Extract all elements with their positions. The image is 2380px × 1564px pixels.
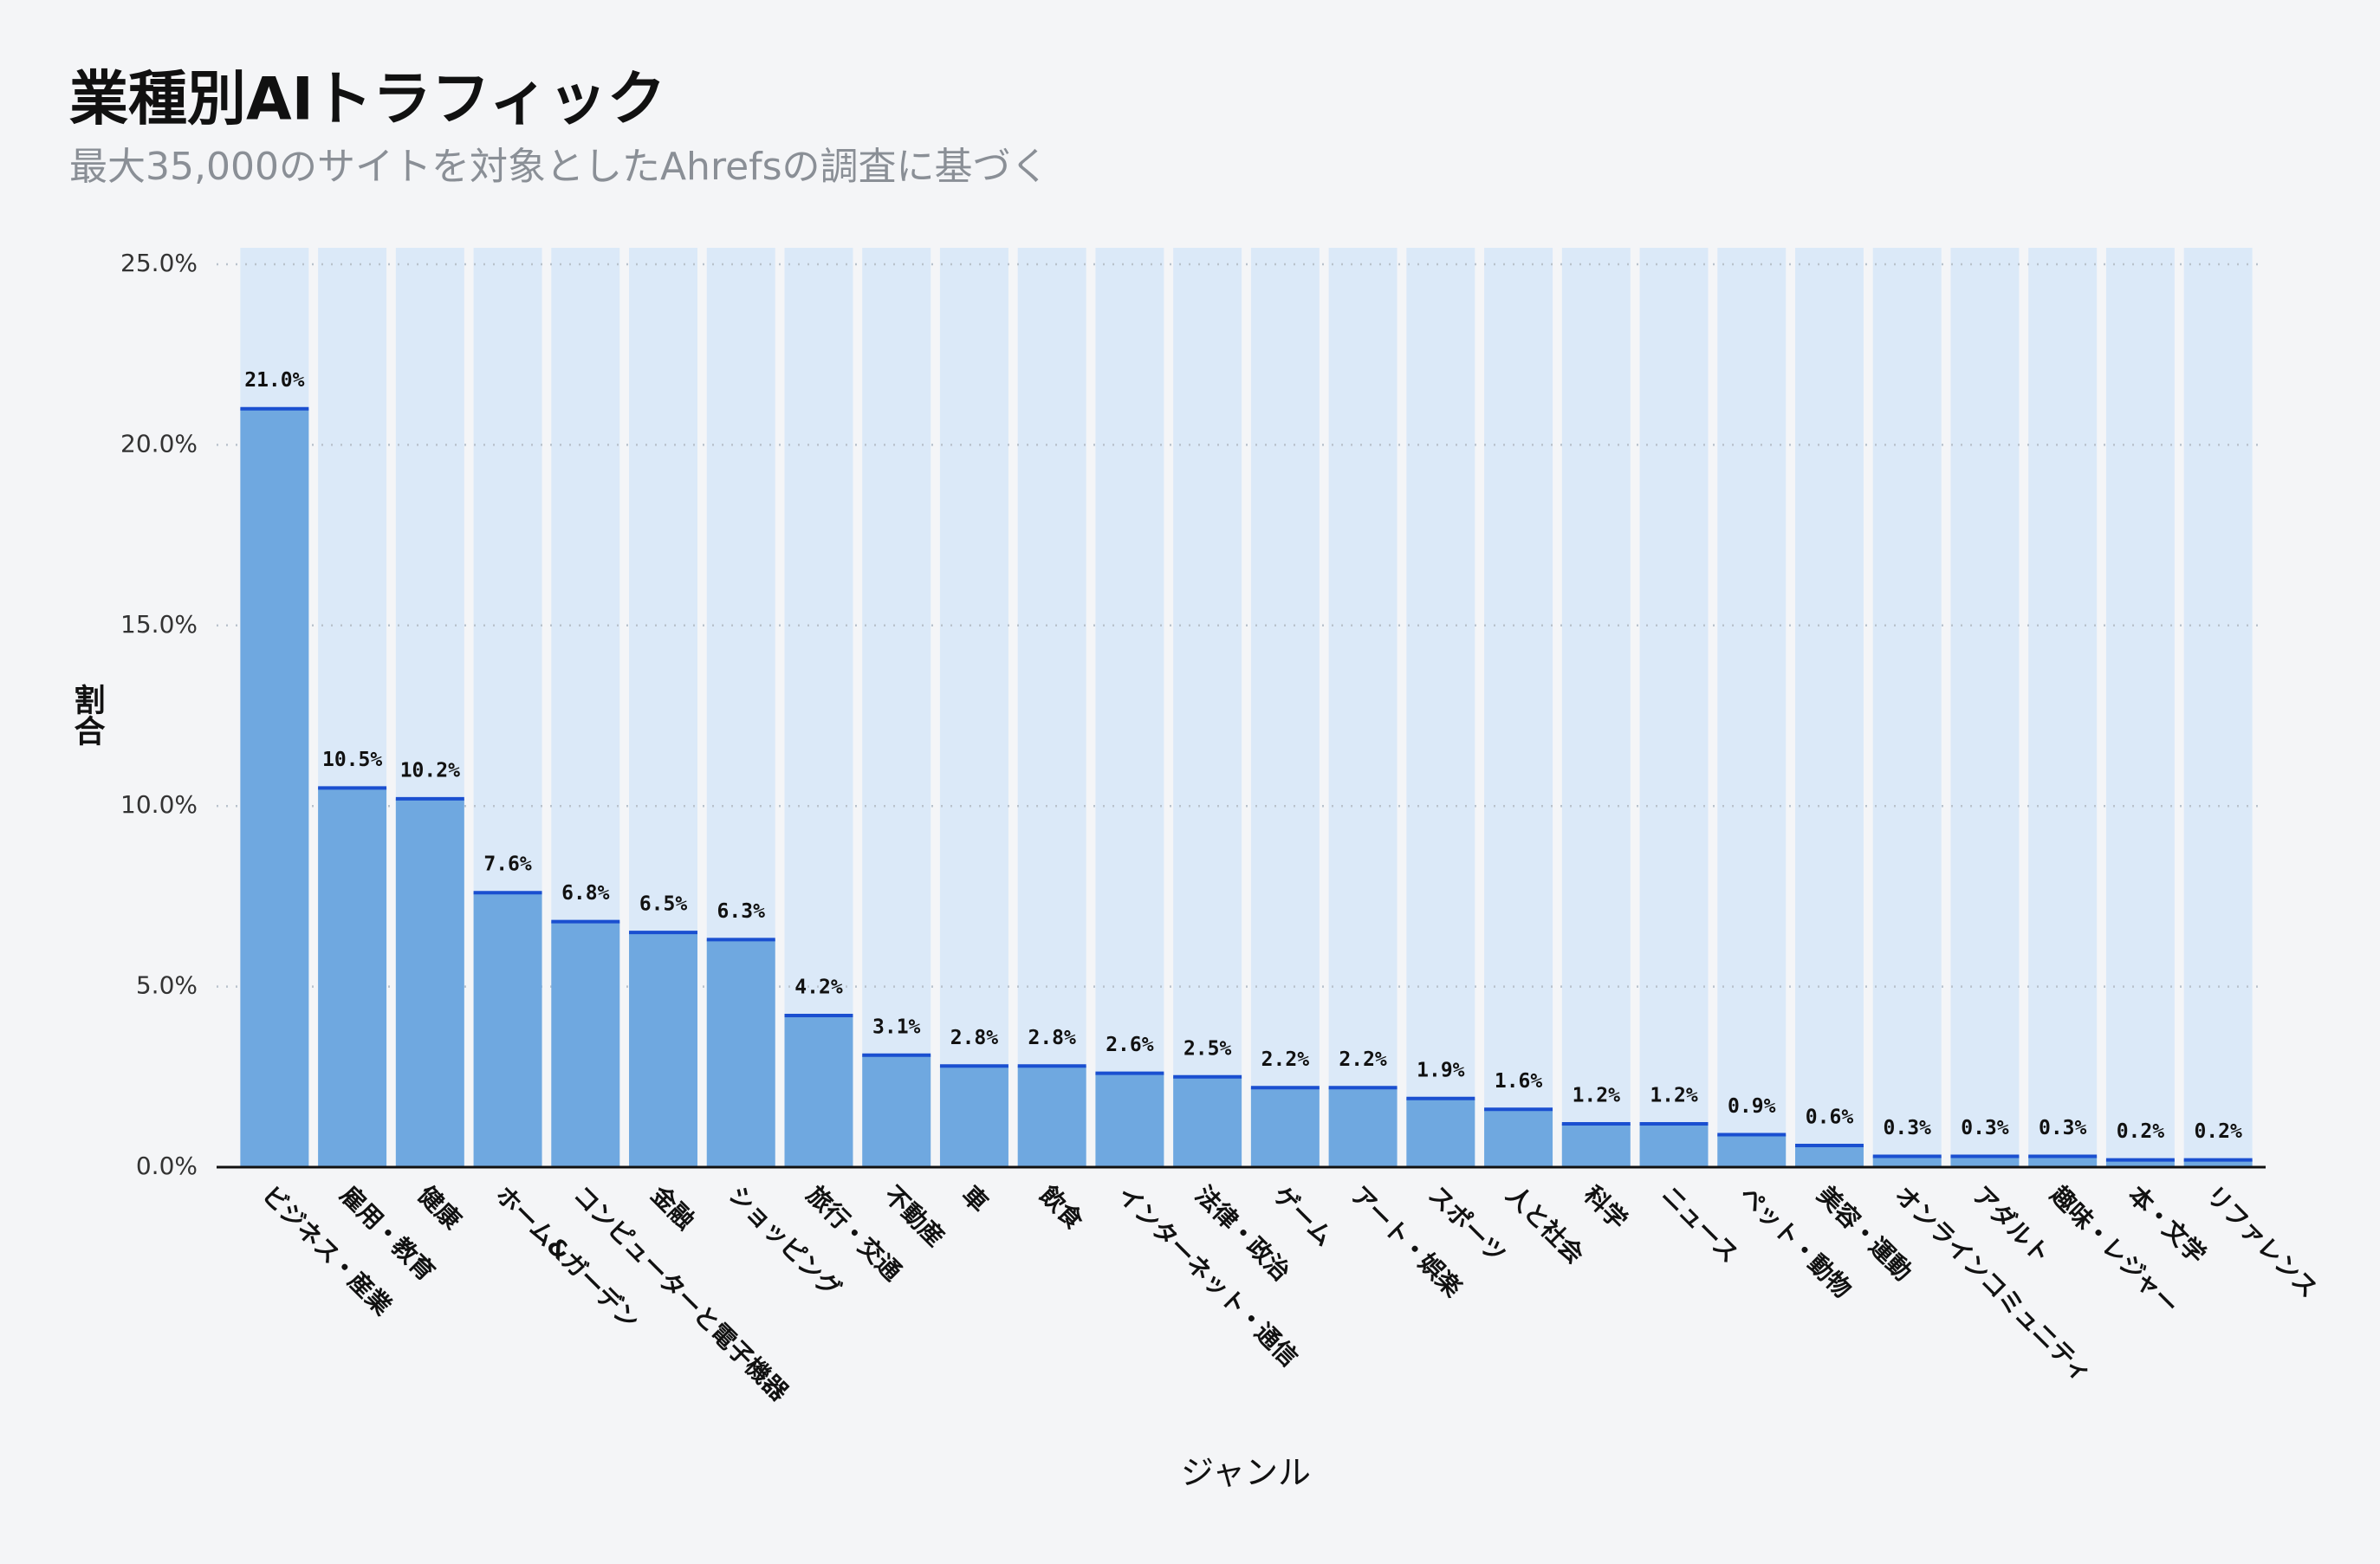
column-background bbox=[1639, 248, 1709, 1167]
value-label: 6.5% bbox=[639, 893, 688, 916]
chart-subtitle: 最大35,000のサイトを対象としたAhrefsの調査に基づく bbox=[69, 145, 1049, 189]
value-label: 0.6% bbox=[1806, 1106, 1854, 1128]
column-background bbox=[1484, 248, 1553, 1167]
value-label: 2.8% bbox=[950, 1027, 999, 1049]
bar bbox=[1095, 1073, 1164, 1167]
bar bbox=[862, 1055, 931, 1167]
value-label: 0.9% bbox=[1728, 1095, 1776, 1118]
column-background bbox=[1950, 248, 2020, 1167]
value-label: 2.8% bbox=[1028, 1027, 1076, 1049]
bar bbox=[318, 788, 387, 1167]
column-background bbox=[939, 248, 1008, 1167]
chart-title: 業種別AIトラフィック bbox=[69, 66, 666, 134]
value-label: 4.2% bbox=[794, 976, 843, 998]
y-axis-title: 割合 bbox=[69, 684, 106, 746]
bar bbox=[2105, 1159, 2175, 1167]
column-background bbox=[1794, 248, 1864, 1167]
column-background bbox=[1250, 248, 1320, 1167]
y-tick-label: 20.0% bbox=[120, 429, 198, 458]
value-label: 1.2% bbox=[1573, 1084, 1621, 1106]
y-tick-label: 25.0% bbox=[120, 249, 198, 277]
value-label: 0.3% bbox=[2039, 1117, 2087, 1139]
bar bbox=[551, 921, 620, 1167]
value-label: 7.6% bbox=[483, 853, 532, 876]
x-axis-title: ジャンル bbox=[1181, 1454, 1311, 1492]
bar bbox=[939, 1066, 1008, 1167]
value-label: 2.2% bbox=[1261, 1048, 1310, 1071]
bar bbox=[1872, 1156, 1942, 1167]
value-label: 6.8% bbox=[561, 882, 610, 905]
bar bbox=[1250, 1087, 1320, 1167]
bar bbox=[2028, 1156, 2098, 1167]
value-label: 6.3% bbox=[717, 900, 766, 923]
bar bbox=[1561, 1123, 1631, 1167]
bar bbox=[1717, 1134, 1787, 1167]
value-label: 10.2% bbox=[400, 759, 460, 782]
column-background bbox=[1717, 248, 1787, 1167]
bar bbox=[240, 408, 309, 1168]
column-background bbox=[2105, 248, 2175, 1167]
column-background bbox=[862, 248, 931, 1167]
bar bbox=[629, 932, 698, 1167]
column-background bbox=[1406, 248, 1475, 1167]
value-label: 3.1% bbox=[872, 1016, 921, 1038]
value-label: 2.6% bbox=[1106, 1034, 1154, 1056]
bar bbox=[1950, 1156, 2020, 1167]
bar bbox=[706, 939, 775, 1167]
y-tick-label: 10.0% bbox=[120, 790, 198, 819]
value-label: 1.9% bbox=[1417, 1059, 1465, 1081]
column-background bbox=[1561, 248, 1631, 1167]
value-label: 0.2% bbox=[2194, 1120, 2242, 1143]
bar bbox=[1406, 1098, 1475, 1167]
column-background bbox=[1017, 248, 1086, 1167]
y-tick-label: 0.0% bbox=[136, 1152, 198, 1180]
y-tick-label: 15.0% bbox=[120, 610, 198, 639]
bar bbox=[395, 798, 464, 1167]
value-label: 0.2% bbox=[2117, 1120, 2165, 1143]
bar bbox=[1794, 1145, 1864, 1167]
value-label: 2.5% bbox=[1184, 1037, 1232, 1060]
y-tick-label: 5.0% bbox=[136, 971, 198, 1000]
value-label: 0.3% bbox=[1884, 1117, 1932, 1139]
value-label: 21.0% bbox=[244, 369, 304, 392]
bar bbox=[1639, 1123, 1709, 1167]
column-background bbox=[2183, 248, 2253, 1167]
value-label: 1.6% bbox=[1495, 1070, 1543, 1093]
column-background bbox=[1173, 248, 1242, 1167]
value-label: 10.5% bbox=[322, 749, 382, 771]
bar bbox=[473, 892, 542, 1167]
bar bbox=[1173, 1076, 1242, 1167]
value-label: 2.2% bbox=[1339, 1048, 1387, 1071]
bar bbox=[2183, 1159, 2253, 1167]
bar bbox=[784, 1015, 853, 1167]
column-background bbox=[1095, 248, 1164, 1167]
bar bbox=[1017, 1066, 1086, 1167]
value-label: 0.3% bbox=[1961, 1117, 2009, 1139]
column-background bbox=[1872, 248, 1942, 1167]
column-background bbox=[1328, 248, 1398, 1167]
bar bbox=[1328, 1087, 1398, 1167]
value-label: 1.2% bbox=[1650, 1084, 1698, 1106]
column-background bbox=[2028, 248, 2098, 1167]
bar bbox=[1484, 1109, 1553, 1167]
